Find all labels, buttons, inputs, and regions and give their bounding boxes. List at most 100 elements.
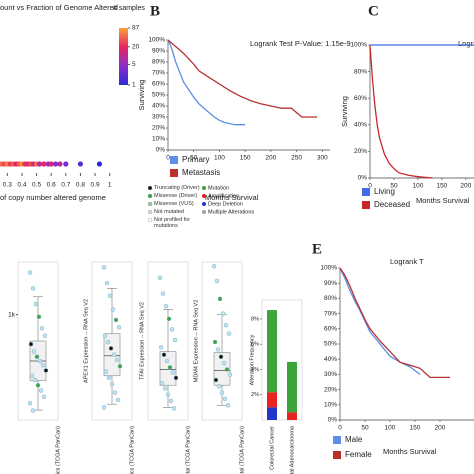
point xyxy=(169,327,175,332)
y-tick-label: 80% xyxy=(152,59,165,66)
legend-swatch xyxy=(333,451,341,459)
y-tick-label: 60% xyxy=(324,326,337,333)
legend-entry: Missense (Driver) xyxy=(154,192,198,199)
point xyxy=(48,161,54,167)
y-tick-label: 20% xyxy=(152,125,165,132)
y-tick-label: 90% xyxy=(324,280,337,287)
legend-label: Missense (VUS) xyxy=(154,200,194,207)
x-tick-label: 200 xyxy=(460,183,471,190)
point xyxy=(31,349,37,354)
x-tick-label: 0 xyxy=(166,155,170,162)
x-tick-label: 0.4 xyxy=(17,182,26,189)
point xyxy=(213,377,219,383)
point xyxy=(224,367,230,372)
point xyxy=(30,286,36,291)
point xyxy=(29,373,35,379)
point xyxy=(114,357,120,363)
y-tick-label: 20% xyxy=(354,148,367,155)
x-tick-label: 0.7 xyxy=(61,182,70,189)
x-axis-label: Months Survival xyxy=(416,196,470,205)
point xyxy=(227,372,233,377)
point xyxy=(172,337,178,343)
point xyxy=(41,394,47,400)
point xyxy=(104,280,110,286)
panel-frame xyxy=(147,261,189,421)
point xyxy=(168,398,174,404)
y-tick-label: 0% xyxy=(358,175,368,182)
chart-title: Logrank Test P-Value: 1.15e-9 xyxy=(250,39,351,48)
survival-line xyxy=(339,267,450,379)
y-tick-label: 6% xyxy=(251,342,259,348)
point xyxy=(37,358,43,364)
x-tick-label: 100 xyxy=(214,155,225,162)
bar-segment xyxy=(267,310,277,393)
point xyxy=(226,331,232,336)
y-tick-label: 70% xyxy=(152,70,165,77)
legend-marker xyxy=(147,201,153,207)
x-tick-label: 150 xyxy=(436,183,447,190)
x-tick-label: 1 xyxy=(108,182,112,189)
y-tick-label: 8% xyxy=(251,316,259,322)
point xyxy=(109,381,115,387)
panel-frame xyxy=(91,261,133,421)
point xyxy=(159,380,165,386)
point xyxy=(38,388,44,393)
colorbar-title: # samples xyxy=(113,5,145,12)
point xyxy=(215,347,221,352)
x-tick-label: Colorectal Cancer xyxy=(269,426,275,470)
x-tick-label: 150 xyxy=(410,425,421,432)
point xyxy=(163,303,169,309)
y-tick-label: 10% xyxy=(324,402,337,409)
y-axis-label: Surviving xyxy=(137,80,146,111)
legend-label: Missense (Driver) xyxy=(154,192,198,199)
survival-line xyxy=(339,267,421,375)
point xyxy=(32,377,38,383)
y-tick-label: 40% xyxy=(354,122,367,129)
panel-letter: B xyxy=(150,3,160,19)
legend-marker xyxy=(147,209,153,215)
y-tick-label: 0% xyxy=(156,147,166,154)
legend-marker xyxy=(202,210,206,214)
bar-segment xyxy=(287,412,297,420)
point xyxy=(112,390,118,395)
point xyxy=(225,403,231,408)
legend-label: Mutation xyxy=(208,185,229,191)
point xyxy=(35,382,41,388)
point xyxy=(41,161,47,167)
point xyxy=(167,365,173,370)
point xyxy=(216,384,222,389)
legend-label: Truncating (Driver) xyxy=(154,184,200,191)
x-tick-label: 300 xyxy=(317,155,328,162)
legend-swatch xyxy=(333,436,341,444)
legend-entry: Not profiled for mutations xyxy=(154,217,190,229)
point xyxy=(113,317,119,323)
y-tick-label: 60% xyxy=(152,81,165,88)
point xyxy=(214,278,220,284)
point xyxy=(115,397,121,403)
x-tick-label: Colorectal Adenocarcinoma xyxy=(289,425,295,474)
point xyxy=(57,161,63,167)
x-tick-label: 0.8 xyxy=(76,182,85,189)
survival-line xyxy=(167,39,246,126)
colorbar-tick-label: 5 xyxy=(132,61,136,68)
point xyxy=(103,369,109,374)
x-tick-label: 0 xyxy=(338,425,342,432)
x-tick-label: 0.5 xyxy=(32,182,41,189)
point xyxy=(43,368,49,373)
point xyxy=(63,161,69,167)
y-tick-label: 90% xyxy=(152,48,165,55)
x-axis-label: Months Survival xyxy=(205,193,259,202)
panel-frame xyxy=(17,261,59,421)
y-tick-label: 2% xyxy=(251,392,259,398)
x-tick-label: 100 xyxy=(412,183,423,190)
x-tick-label: 0.6 xyxy=(47,182,56,189)
panel-letter: E xyxy=(312,241,322,257)
point xyxy=(36,314,42,320)
legend-label: Deep Deletion xyxy=(208,201,243,207)
point xyxy=(170,370,176,375)
x-tick-label: 0.9 xyxy=(91,182,100,189)
legend-swatch xyxy=(362,188,370,196)
point xyxy=(30,408,36,413)
point xyxy=(219,390,225,395)
